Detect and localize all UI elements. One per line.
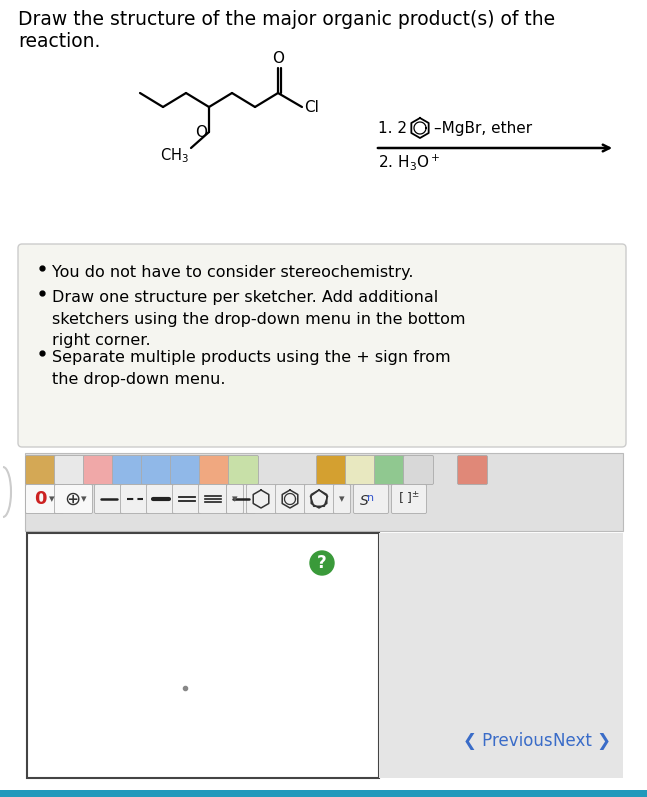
FancyBboxPatch shape <box>375 456 404 485</box>
FancyBboxPatch shape <box>173 485 201 513</box>
FancyBboxPatch shape <box>94 485 124 513</box>
Text: Next ❯: Next ❯ <box>553 732 611 750</box>
Text: [ ]$^{\pm}$: [ ]$^{\pm}$ <box>398 491 420 507</box>
FancyBboxPatch shape <box>18 244 626 447</box>
Text: ?: ? <box>317 554 327 572</box>
FancyBboxPatch shape <box>25 456 56 485</box>
FancyBboxPatch shape <box>146 485 175 513</box>
Text: ▾: ▾ <box>49 494 55 504</box>
FancyBboxPatch shape <box>305 485 334 513</box>
Text: Draw one structure per sketcher. Add additional
sketchers using the drop-down me: Draw one structure per sketcher. Add add… <box>52 290 465 348</box>
FancyBboxPatch shape <box>83 456 113 485</box>
Text: O: O <box>272 51 284 66</box>
FancyBboxPatch shape <box>379 533 623 778</box>
Text: $\it{S}$: $\it{S}$ <box>359 494 369 508</box>
Circle shape <box>310 551 334 575</box>
FancyBboxPatch shape <box>276 485 305 513</box>
FancyBboxPatch shape <box>199 456 230 485</box>
Text: ⊕: ⊕ <box>64 489 80 508</box>
FancyBboxPatch shape <box>27 533 379 778</box>
FancyBboxPatch shape <box>199 485 228 513</box>
Text: O: O <box>195 124 207 139</box>
FancyBboxPatch shape <box>247 485 276 513</box>
Text: ▾: ▾ <box>232 494 238 504</box>
Text: 0: 0 <box>34 490 46 508</box>
Text: n: n <box>367 493 375 503</box>
Bar <box>0 790 647 797</box>
Text: ▾: ▾ <box>339 494 345 504</box>
FancyBboxPatch shape <box>333 485 351 513</box>
FancyBboxPatch shape <box>113 456 142 485</box>
FancyBboxPatch shape <box>316 456 347 485</box>
Text: Separate multiple products using the + sign from
the drop-down menu.: Separate multiple products using the + s… <box>52 350 450 387</box>
Text: Draw the structure of the major organic product(s) of the: Draw the structure of the major organic … <box>18 10 555 29</box>
FancyBboxPatch shape <box>345 456 375 485</box>
FancyBboxPatch shape <box>391 485 426 513</box>
FancyBboxPatch shape <box>54 485 93 513</box>
FancyBboxPatch shape <box>404 456 433 485</box>
Text: 1. 2: 1. 2 <box>378 120 407 135</box>
FancyBboxPatch shape <box>171 456 201 485</box>
FancyBboxPatch shape <box>54 456 85 485</box>
FancyBboxPatch shape <box>353 485 388 513</box>
FancyBboxPatch shape <box>25 453 623 531</box>
FancyBboxPatch shape <box>226 485 256 513</box>
Text: –MgBr, ether: –MgBr, ether <box>434 120 532 135</box>
Text: reaction.: reaction. <box>18 32 100 51</box>
FancyBboxPatch shape <box>120 485 149 513</box>
FancyBboxPatch shape <box>142 456 171 485</box>
FancyBboxPatch shape <box>226 485 243 513</box>
Text: CH$_3$: CH$_3$ <box>160 146 189 165</box>
FancyBboxPatch shape <box>457 456 487 485</box>
Text: 2. H$_3$O$^+$: 2. H$_3$O$^+$ <box>378 152 440 172</box>
FancyBboxPatch shape <box>228 456 259 485</box>
Text: ❮ Previous: ❮ Previous <box>463 732 553 750</box>
FancyBboxPatch shape <box>25 485 63 513</box>
Text: ▾: ▾ <box>81 494 87 504</box>
Text: You do not have to consider stereochemistry.: You do not have to consider stereochemis… <box>52 265 413 280</box>
Text: Cl: Cl <box>304 100 319 115</box>
